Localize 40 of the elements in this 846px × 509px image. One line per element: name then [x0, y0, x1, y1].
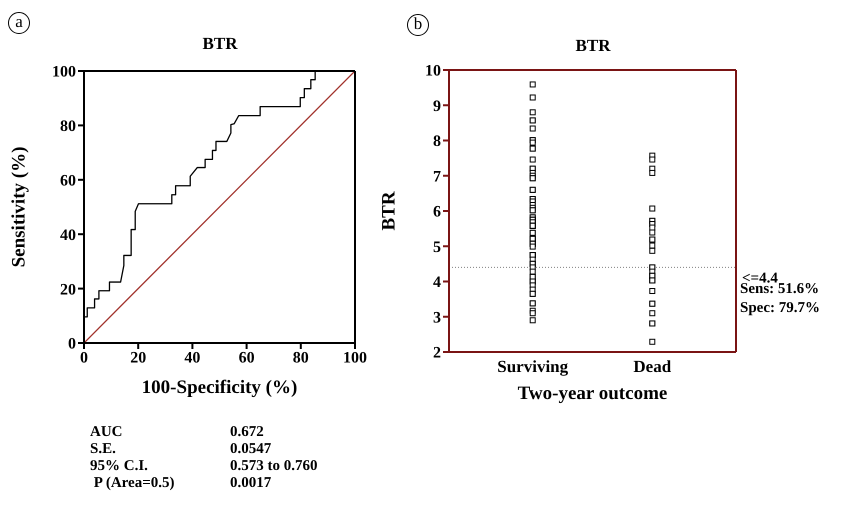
y-axis-title: BTR: [378, 191, 400, 231]
y-tick-label: 3: [433, 309, 441, 326]
x-tick-label: 20: [130, 349, 146, 366]
y-tick-label: 6: [433, 204, 441, 221]
y-tick-label: 7: [433, 168, 441, 186]
text: 0.0547: [230, 441, 272, 458]
y-tick-label: 9: [433, 98, 441, 115]
x-tick-label: 40: [184, 349, 200, 366]
y-tick-label: 60: [60, 172, 76, 190]
x-axis-title: 100-Specificity (%): [142, 377, 298, 398]
text: P (Area=0.5): [92, 475, 176, 492]
y-tick-label: 0: [68, 336, 76, 353]
text: Spec: 79.7%: [740, 299, 820, 318]
text: 95% C.I.: [90, 458, 149, 475]
text: b: [407, 14, 429, 36]
chart-title: BTR: [574, 36, 612, 56]
x-tick-label: 100: [343, 349, 367, 366]
y-tick-label: 8: [433, 133, 441, 150]
x-tick-label: Dead: [633, 357, 672, 376]
y-axis-title: Sensitivity (%): [8, 146, 30, 268]
x-tick-label: 80: [292, 349, 309, 366]
text: 0.573 to 0.760: [230, 458, 318, 475]
x-axis-title: Two-year outcome: [518, 383, 668, 404]
y-tick-label: 80: [60, 118, 76, 136]
text: AUC: [90, 424, 124, 441]
x-tick-label: Surviving: [497, 357, 569, 376]
chart-title: BTR: [202, 34, 239, 54]
text: 0.672: [230, 424, 264, 441]
x-tick-label: 60: [238, 349, 255, 366]
y-tick-label: 20: [60, 281, 76, 298]
text: S.E.: [90, 441, 117, 458]
text: 0.0017: [230, 475, 272, 492]
y-tick-label: 5: [433, 238, 441, 256]
y-tick-label: 4: [433, 274, 441, 292]
y-tick-label: 2: [433, 344, 441, 362]
y-tick-label: 10: [425, 62, 441, 80]
y-tick-label: 100: [52, 64, 76, 81]
text: a: [8, 12, 30, 34]
x-tick-label: 0: [80, 349, 88, 366]
y-tick-label: 40: [60, 226, 76, 244]
